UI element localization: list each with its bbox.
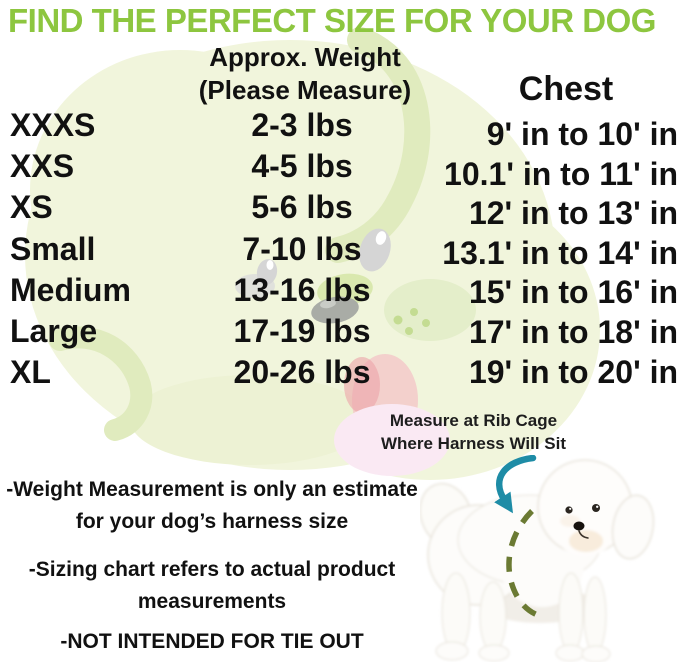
weight-value: 4-5 lbs — [251, 148, 353, 185]
chest-column: 9' in to 10' in 10.1' in to 11' in 12' i… — [408, 115, 678, 392]
note-line: for your dog’s harness size — [75, 510, 349, 533]
chest-column-header: Chest — [518, 70, 614, 108]
chest-value: 12' in to 13' in — [468, 195, 678, 232]
dog-figure — [419, 454, 679, 662]
weight-column-header: Approx. Weight (Please Measure) — [155, 41, 455, 107]
measure-callout-line2: Where Harness Will Sit — [380, 434, 566, 453]
note-line: -Weight Measurement is only an estimate — [6, 478, 418, 501]
weight-value: 7-10 lbs — [242, 230, 362, 267]
size-label: Small — [10, 230, 96, 267]
note-not-tie-out: -NOT INTENDED FOR TIE OUT — [0, 626, 424, 658]
chest-value: 9' in to 10' in — [486, 116, 678, 152]
note-line: measurements — [137, 590, 287, 613]
weight-value: 20-26 lbs — [233, 354, 371, 391]
note-line: -NOT INTENDED FOR TIE OUT — [60, 630, 364, 653]
weight-header-line2: (Please Measure) — [198, 75, 412, 105]
weight-value: 13-16 lbs — [233, 271, 371, 308]
size-label: XXXS — [10, 107, 96, 143]
chest-value: 19' in to 20' in — [468, 353, 678, 390]
weight-column: 2-3 lbs 4-5 lbs 5-6 lbs 7-10 lbs 13-16 l… — [172, 105, 432, 393]
page-title: FIND THE PERFECT SIZE FOR YOUR DOG — [8, 2, 656, 39]
chest-value: 13.1' in to 14' in — [442, 234, 678, 271]
weight-header-line1: Approx. Weight — [209, 42, 401, 72]
size-label: XS — [10, 189, 53, 226]
note-line: -Sizing chart refers to actual product — [28, 558, 396, 581]
note-sizing-chart: -Sizing chart refers to actual product m… — [0, 554, 424, 618]
chest-value: 15' in to 16' in — [468, 274, 678, 311]
weight-value: 2-3 lbs — [251, 107, 353, 143]
chest-value: 17' in to 18' in — [468, 313, 678, 350]
size-label: XL — [10, 354, 51, 391]
measure-callout-line1: Measure at Rib Cage — [389, 411, 558, 430]
size-label: Large — [10, 312, 98, 349]
weight-value: 17-19 lbs — [233, 312, 371, 349]
dog-photo — [419, 454, 655, 662]
measure-arrow-icon — [494, 454, 537, 514]
size-label: XXS — [10, 148, 75, 185]
weight-value: 5-6 lbs — [251, 189, 353, 226]
chest-value: 10.1' in to 11' in — [444, 155, 678, 192]
measure-callout: Measure at Rib Cage Where Harness Will S… — [376, 409, 571, 455]
note-weight-estimate: -Weight Measurement is only an estimate … — [0, 474, 424, 538]
rib-cage-dashed-line — [506, 509, 542, 619]
size-label: Medium — [10, 271, 131, 308]
size-column: XXXS XXS XS Small Medium Large XL — [10, 105, 180, 393]
